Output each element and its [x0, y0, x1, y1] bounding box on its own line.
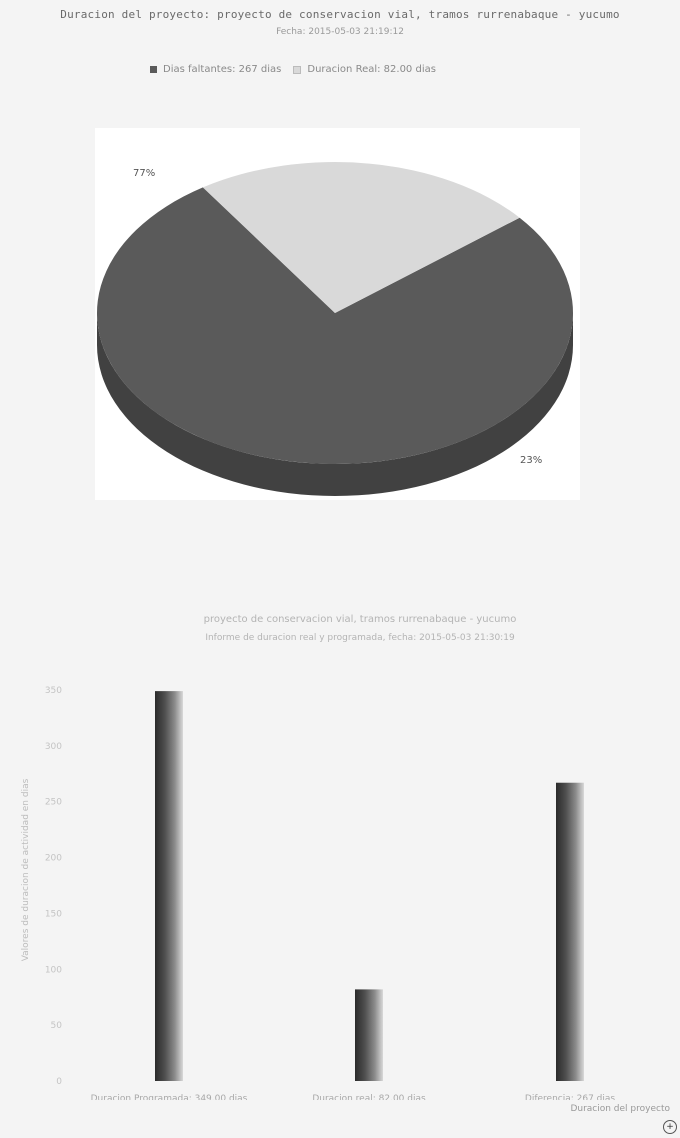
bar-chart-title: proyecto de conservacion vial, tramos ru… [203, 614, 517, 625]
x-tick-label-2: Diferencia: 267 dias [525, 1094, 616, 1100]
y-tick-label-3: 150 [45, 909, 62, 919]
pie-slice-0 [96, 187, 573, 465]
pie-slice-label-0: 77% [133, 168, 155, 179]
bar-chart-subtitle: Informe de duracion real y programada, f… [205, 633, 515, 643]
x-tick-label-0: Duracion Programada: 349.00 dias [91, 1094, 248, 1100]
zoom-in-icon[interactable]: + [663, 1120, 677, 1134]
legend-item-real-duration[interactable]: Duracion Real: 82.00 dias [293, 64, 436, 75]
y-tick-label-4: 200 [45, 854, 62, 864]
y-tick-label-7: 350 [45, 686, 62, 696]
x-tick-label-1: Duracion real: 82.00 dias [312, 1094, 426, 1100]
pie-slice-1 [202, 162, 520, 313]
bar-chart-svg: 0 50 100 150 200 250 300 350 Duracion Programada… [45, 686, 616, 1100]
pie-chart-title: Duracion del proyecto: proyecto de conse… [60, 8, 620, 21]
pie-chart-subtitle: Fecha: 2015-05-03 21:19:12 [276, 27, 404, 37]
y-tick-label-2: 100 [45, 965, 62, 975]
y-tick-label-6: 300 [45, 742, 62, 752]
pie-chart-svg: 77% 23% [96, 162, 573, 496]
bar-chart-x-axis-label: Duracion del proyecto [570, 1104, 670, 1114]
bar-2 [556, 782, 584, 1081]
legend-swatch-remaining-days [150, 66, 157, 73]
pie-slice-label-1: 23% [520, 455, 542, 466]
legend-swatch-real-duration [293, 65, 302, 74]
legend-label-real-duration: Duracion Real: 82.00 dias [307, 64, 436, 75]
legend-item-remaining-days[interactable]: Dias faltantes: 267 dias [150, 64, 281, 75]
bar-0 [155, 691, 183, 1081]
legend-label-remaining-days: Dias faltantes: 267 dias [163, 64, 282, 75]
pie-chart-area: 77% 23% [95, 128, 580, 500]
y-tick-label-5: 250 [45, 798, 62, 808]
pie-legend: Dias faltantes: 267 dias Duracion Real: … [150, 64, 436, 75]
pie-slice-side-0-0 [97, 313, 573, 496]
bar-1 [355, 989, 383, 1081]
y-tick-label-0: 0 [56, 1077, 62, 1087]
y-tick-label-1: 50 [51, 1021, 63, 1031]
